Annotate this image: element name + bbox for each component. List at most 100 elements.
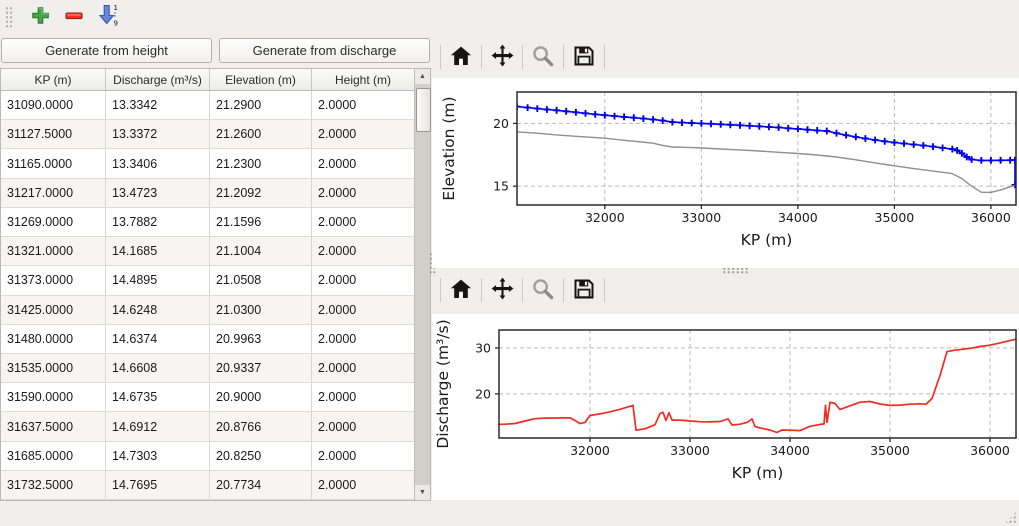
table-cell[interactable]: 31090.0000 [1,91,106,120]
table-cell[interactable]: 2.0000 [318,98,357,113]
table-row[interactable]: 31217.0000 13.4723 21.2092 2.0000 [1,178,414,208]
table-cell[interactable]: 21.0508 [210,266,312,295]
table-row[interactable]: 31373.0000 14.4895 21.0508 2.0000 [1,266,414,296]
table-cell[interactable]: 13.3406 [106,149,210,178]
table-cell[interactable]: 14.6735 [106,383,210,412]
column-header[interactable]: Discharge (m³/s) [106,69,210,90]
table-cell[interactable]: 2.0000 [318,448,357,463]
table-cell[interactable]: 31425.0000 [1,295,106,324]
table-row[interactable]: 31637.5000 14.6912 20.8766 2.0000 [1,412,414,442]
table-cell[interactable]: 21.2900 [210,91,312,120]
zoom-button[interactable] [525,275,561,305]
home-button[interactable] [443,275,479,305]
table-cell[interactable]: 2.0000 [318,244,357,259]
table-cell[interactable]: 31321.0000 [1,237,106,266]
table-cell[interactable]: 14.6374 [106,324,210,353]
table-cell[interactable]: 13.3372 [106,120,210,149]
table-cell[interactable]: 20.7734 [210,470,312,500]
table-cell[interactable]: 20.8250 [210,441,312,470]
table-row[interactable]: 31127.5000 13.3372 21.2600 2.0000 [1,120,414,150]
save-button[interactable] [566,275,602,305]
table-cell[interactable]: 31685.0000 [1,441,106,470]
save-icon [572,44,596,71]
table-cell[interactable]: 2.0000 [318,156,357,171]
table-cell[interactable]: 20.8766 [210,412,312,441]
table-row[interactable]: 31425.0000 14.6248 21.0300 2.0000 [1,295,414,325]
table-cell[interactable]: 31480.0000 [1,324,106,353]
table-cell[interactable]: 21.2092 [210,178,312,207]
table-cell[interactable]: 13.7882 [106,207,210,237]
table-cell[interactable]: 31732.5000 [1,470,106,500]
column-header[interactable]: Height (m) [334,72,391,87]
table-cell[interactable]: 2.0000 [318,214,357,229]
table-row[interactable]: 31090.0000 13.3342 21.2900 2.0000 [1,91,414,121]
save-button[interactable] [566,42,602,72]
table-cell[interactable]: 31590.0000 [1,383,106,412]
table-cell[interactable]: 21.1596 [210,207,312,237]
table-cell[interactable]: 2.0000 [318,127,357,142]
pan-button[interactable] [484,275,520,305]
sort-badge-top: 1 [114,4,118,12]
table-row[interactable]: 31269.0000 13.7882 21.1596 2.0000 [1,207,414,238]
table-row[interactable]: 31590.0000 14.6735 20.9000 2.0000 [1,383,414,413]
table-cell[interactable]: 20.9337 [210,353,312,383]
table-cell[interactable]: 31217.0000 [1,178,106,207]
table-row[interactable]: 31321.0000 14.1685 21.1004 2.0000 [1,237,414,267]
sort-rows-button[interactable]: 1 9 [91,3,125,31]
table-cell[interactable]: 31127.5000 [1,120,106,149]
table-cell[interactable]: 2.0000 [318,390,357,405]
add-row-button[interactable] [23,3,57,31]
table-cell[interactable]: 14.4895 [106,266,210,295]
table-cell[interactable]: 20.9000 [210,383,312,412]
table-cell[interactable]: 14.7303 [106,441,210,470]
table-cell[interactable]: 21.2300 [210,149,312,178]
table-cell[interactable]: 13.4723 [106,178,210,207]
table-cell[interactable]: 31165.0000 [1,149,106,178]
table-cell[interactable]: 14.7695 [106,470,210,500]
scroll-down-icon[interactable]: ▼ [415,485,430,500]
table-cell[interactable]: 14.6248 [106,295,210,324]
remove-row-button[interactable] [57,3,91,31]
zoom-button[interactable] [525,42,561,72]
table-cell[interactable]: 13.3342 [106,91,210,120]
table-cell[interactable]: 14.6912 [106,412,210,441]
scroll-up-icon[interactable]: ▲ [415,69,430,84]
table-cell[interactable]: 31373.0000 [1,266,106,295]
scrollbar-thumb[interactable] [416,88,431,132]
table-cell[interactable]: 2.0000 [318,419,357,434]
toolbar-grip[interactable] [5,5,13,28]
table-cell[interactable]: 14.1685 [106,237,210,266]
table-cell[interactable]: 2.0000 [318,331,357,346]
window-resize-grip[interactable] [1004,511,1017,524]
table-cell[interactable]: 20.9963 [210,324,312,353]
column-header[interactable]: KP (m) [1,69,106,90]
pan-button[interactable] [484,42,520,72]
discharge-chart[interactable]: 32000 33000 34000 35000 36000 20 30 KP (m) Disch… [432,314,1019,500]
y-axis-label: Elevation (m) [440,96,458,200]
table-cell[interactable]: 2.0000 [318,477,357,492]
table-row[interactable]: 31480.0000 14.6374 20.9963 2.0000 [1,324,414,354]
elevation-chart[interactable]: 32000 33000 34000 35000 36000 15 20 KP (m) Eleva… [432,78,1019,268]
table-cell[interactable]: 14.6608 [106,353,210,383]
table-cell[interactable]: 2.0000 [318,185,357,200]
toolbar-separator [481,278,482,302]
column-header[interactable]: Elevation (m) [210,69,312,90]
table-cell[interactable]: 2.0000 [318,302,357,317]
table-scrollbar[interactable]: ▲ ▼ [414,69,431,500]
table-cell[interactable]: 31535.0000 [1,353,106,383]
table-row[interactable]: 31535.0000 14.6608 20.9337 2.0000 [1,353,414,384]
generate-from-discharge-button[interactable]: Generate from discharge [219,38,430,63]
table-cell[interactable]: 21.1004 [210,237,312,266]
table-cell[interactable]: 21.0300 [210,295,312,324]
table-row[interactable]: 31165.0000 13.3406 21.2300 2.0000 [1,149,414,179]
generate-from-height-button[interactable]: Generate from height [1,38,212,63]
table-row[interactable]: 31732.5000 14.7695 20.7734 2.0000 [1,470,414,501]
table-cell[interactable]: 31637.5000 [1,412,106,441]
chart-splitter-grip[interactable] [722,267,748,274]
table-row[interactable]: 31685.0000 14.7303 20.8250 2.0000 [1,441,414,471]
table-cell[interactable]: 21.2600 [210,120,312,149]
table-cell[interactable]: 2.0000 [318,273,357,288]
table-cell[interactable]: 31269.0000 [1,207,106,237]
home-button[interactable] [443,42,479,72]
table-cell[interactable]: 2.0000 [318,361,357,376]
